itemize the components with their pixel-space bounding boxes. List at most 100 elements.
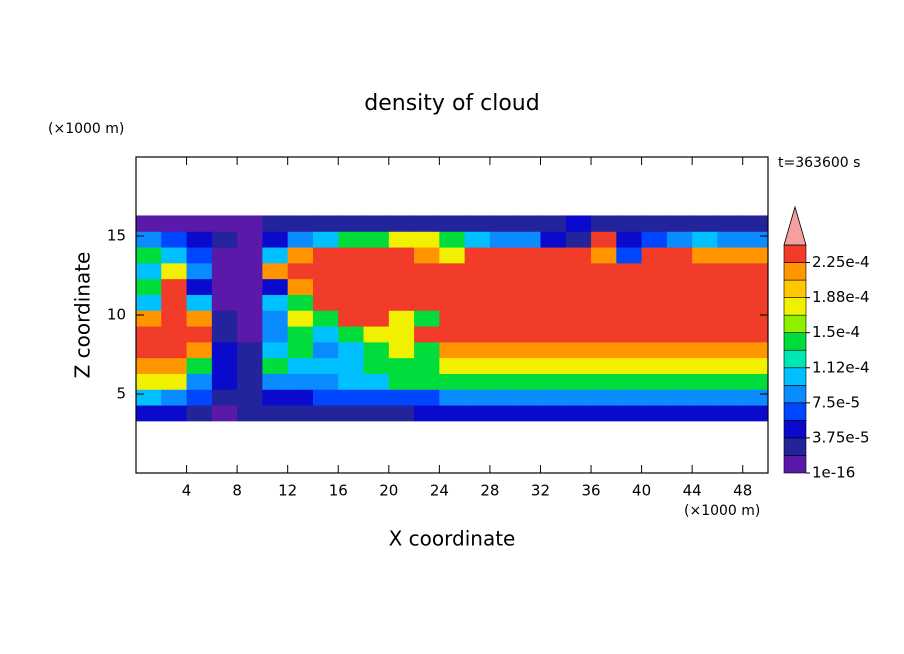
field-cell: [742, 278, 769, 295]
field-cell: [489, 247, 516, 264]
field-cell: [515, 357, 541, 374]
field-cell: [742, 389, 769, 406]
field-cell: [439, 294, 466, 311]
field-cell: [414, 262, 440, 280]
field-cell: [717, 357, 744, 374]
field-cell: [591, 389, 617, 406]
y-axis-label: Z coordinate: [71, 252, 95, 379]
field-cell: [666, 262, 693, 280]
field-cell: [439, 215, 466, 232]
colorbar-band: [783, 262, 807, 281]
field-cell: [591, 278, 617, 295]
field-cell: [641, 389, 668, 406]
field-cell: [591, 294, 617, 311]
field-cell: [312, 262, 339, 280]
field-cell: [136, 341, 162, 359]
field-cell: [262, 341, 289, 359]
field-cell: [338, 231, 365, 248]
field-cell: [439, 262, 466, 280]
field-cell: [136, 278, 162, 295]
field-cell: [742, 294, 769, 311]
y-tick-label: 15: [107, 227, 126, 245]
x-tick-label: 48: [733, 482, 752, 500]
field-cell: [211, 247, 238, 264]
y-unit: (×1000 m): [48, 121, 124, 137]
field-cell: [692, 310, 718, 327]
field-cell: [136, 357, 162, 374]
field-cell: [565, 357, 592, 374]
field-cell: [666, 373, 693, 390]
field-cell: [565, 405, 592, 422]
colorbar-band: [783, 367, 807, 386]
colorbar-tick-label: 2.25e-4: [812, 253, 870, 271]
field-cell: [186, 310, 213, 327]
field-cell: [641, 310, 668, 327]
field-cell: [464, 294, 491, 311]
field-cell: [338, 215, 365, 232]
field-cell: [414, 215, 440, 232]
x-tick-label: 4: [182, 482, 192, 500]
x-unit: (×1000 m): [684, 503, 760, 519]
field-cell: [489, 294, 516, 311]
field-cell: [591, 231, 617, 248]
field-cell: [211, 389, 238, 406]
field-cell: [388, 278, 415, 295]
field-cell: [717, 231, 744, 248]
field-cell: [388, 310, 415, 327]
field-cell: [666, 247, 693, 264]
field-cell: [338, 357, 365, 374]
field-cell: [338, 341, 365, 359]
field-cell: [287, 278, 314, 295]
x-tick-label: 40: [632, 482, 651, 500]
field-cell: [186, 357, 213, 374]
field-cell: [186, 405, 213, 422]
field-cell: [540, 405, 567, 422]
field-cell: [414, 405, 440, 422]
field-cell: [464, 373, 491, 390]
field-cell: [136, 262, 162, 280]
field-cell: [363, 278, 390, 295]
field-cell: [515, 341, 541, 359]
y-tick-label: 5: [116, 385, 126, 403]
field-cell: [540, 262, 567, 280]
field-cell: [136, 231, 162, 248]
field-cell: [211, 215, 238, 232]
colorbar-band: [783, 402, 807, 421]
field-cell: [439, 405, 466, 422]
field-cell: [312, 373, 339, 390]
field-cell: [641, 341, 668, 359]
field-cell: [287, 247, 314, 264]
field-cell: [489, 231, 516, 248]
field-cell: [136, 247, 162, 264]
field-cell: [666, 294, 693, 311]
field-cell: [262, 262, 289, 280]
field-cell: [338, 278, 365, 295]
field-cell: [439, 389, 466, 406]
field-cell: [641, 278, 668, 295]
colorbar-tick-label: 1.12e-4: [812, 358, 870, 376]
field-cell: [742, 215, 769, 232]
field-cell: [186, 215, 213, 232]
field-cell: [591, 341, 617, 359]
field-cell: [464, 262, 491, 280]
field-cell: [565, 294, 592, 311]
colorbar-tick-label: 1.5e-4: [812, 323, 860, 341]
field-cell: [237, 262, 263, 280]
field-cell: [591, 405, 617, 422]
field-cell: [414, 247, 440, 264]
field-cell: [641, 247, 668, 264]
field-cell: [161, 294, 188, 311]
field-cell: [211, 278, 238, 295]
field-cell: [363, 247, 390, 264]
field-cell: [237, 341, 263, 359]
field-cell: [616, 357, 643, 374]
field-cell: [717, 247, 744, 264]
field-cell: [237, 294, 263, 311]
field-cell: [237, 215, 263, 232]
colorbar-overflow: [783, 205, 807, 246]
field-cell: [363, 215, 390, 232]
field-cell: [414, 294, 440, 311]
field-cell: [388, 215, 415, 232]
field-cell: [262, 389, 289, 406]
field-cell: [641, 215, 668, 232]
